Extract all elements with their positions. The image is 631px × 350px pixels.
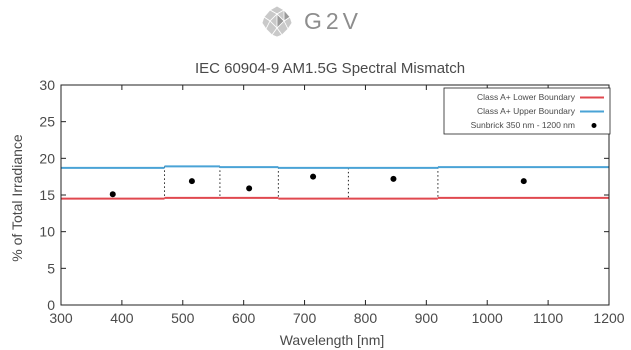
y-tick-label: 15 [39, 187, 55, 203]
legend: Class A+ Lower Boundary Class A+ Upper B… [443, 87, 611, 135]
x-tick-label: 400 [110, 310, 134, 326]
x-tick-label: 600 [232, 310, 256, 326]
x-tick-label: 500 [171, 310, 195, 326]
axes: 300 400 500 600 700 800 900 1000 1100 1200 0 5 10 15 2… [39, 77, 624, 326]
y-axis-title: % of Total Irradiance [9, 134, 25, 262]
measured-point [520, 178, 527, 185]
geodesic-sphere-icon [261, 5, 293, 38]
legend-label-measured: Sunbrick 350 nm - 1200 nm [471, 120, 575, 130]
logo: G2V [260, 4, 400, 38]
measured-point [246, 185, 253, 192]
y-tick-label: 0 [47, 297, 55, 313]
measured-point [390, 175, 397, 182]
x-axis-title: Wavelength [nm] [280, 332, 385, 348]
x-tick-label: 300 [49, 310, 73, 326]
y-tick-label: 20 [39, 150, 55, 166]
measured-point [188, 178, 195, 185]
x-tick-label: 900 [415, 310, 439, 326]
y-tick-label: 10 [39, 224, 55, 240]
y-tick-label: 25 [39, 114, 55, 130]
x-tick-label: 700 [293, 310, 317, 326]
logo-text: G2V [304, 8, 363, 34]
measured-points [109, 173, 527, 198]
legend-label-lower: Class A+ Lower Boundary [477, 92, 576, 102]
chart-title: IEC 60904-9 AM1.5G Spectral Mismatch [195, 60, 465, 77]
x-tick-label: 1100 [533, 310, 563, 326]
measured-point [310, 173, 317, 180]
boundary-lines [61, 165, 609, 200]
y-tick-label: 30 [39, 77, 55, 93]
y-tick-label: 5 [47, 260, 55, 276]
legend-swatch-measured [591, 123, 597, 128]
x-tick-label: 1200 [593, 310, 624, 326]
x-tick-label: 1000 [472, 310, 503, 326]
legend-label-upper: Class A+ Upper Boundary [477, 106, 576, 116]
measured-point [109, 191, 116, 198]
x-tick-label: 800 [354, 310, 378, 326]
